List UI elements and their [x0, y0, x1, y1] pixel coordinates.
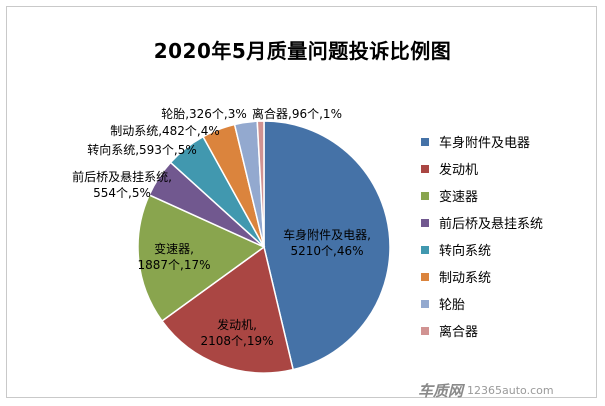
legend-swatch [421, 245, 429, 254]
data-label-4: 前后桥及悬挂系统, 554个,5% [72, 169, 172, 200]
legend-swatch [421, 191, 429, 200]
watermark: 车质网 12365auto.com [418, 380, 554, 401]
legend-item-1: 车身附件及电器 [421, 128, 543, 155]
legend-item-5: 转向系统 [421, 236, 543, 263]
data-label-5: 转向系统,593个,5% [87, 142, 197, 157]
data-label-2: 发动机, 2108个,19% [200, 317, 273, 348]
watermark-brand: 车质网 [418, 382, 464, 400]
data-label-8: 离合器,96个,1% [252, 106, 342, 121]
data-label-7: 轮胎,326个,3% [161, 107, 247, 121]
legend-label: 前后桥及悬挂系统 [439, 217, 544, 232]
legend-label: 轮胎 [439, 298, 466, 313]
pie-slice-3 [137, 193, 266, 323]
legend-swatch [421, 137, 429, 146]
legend: 车身附件及电器 发动机变速器前后桥及悬挂系统 转向系统制动系统轮胎离合器 [421, 128, 543, 344]
chart-title: 2020年5月质量问题投诉比例图 [153, 39, 452, 63]
watermark-url: 12365auto.com [467, 384, 554, 397]
legend-item-6: 制动系统 [421, 263, 543, 290]
legend-label: 制动系统 [439, 271, 492, 286]
data-label-1: 车身附件及电器, 5210个,46% [283, 227, 371, 258]
legend-item-2: 发动机 [421, 155, 543, 182]
pie-chart: 车身附件及电器, 5210个,46% 发动机, 2108个,19% 变速器, 1887个,… [72, 106, 391, 374]
legend-label: 发动机 [439, 163, 479, 178]
data-label-6: 制动系统,482个,4% [110, 124, 220, 138]
pie-slice-1 [263, 120, 391, 371]
legend-item-8: 离合器 [421, 317, 543, 344]
chart-frame: 2020年5月质量问题投诉比例图 车身附件及电器, 5210个,46% 发动机, 21… [6, 6, 597, 401]
legend-swatch [421, 272, 429, 281]
legend-item-4: 前后桥及悬挂系统 [421, 209, 543, 236]
legend-swatch [421, 326, 429, 335]
pie-slice-2 [160, 245, 295, 374]
pie-slice-8 [256, 120, 265, 248]
legend-swatch [421, 164, 429, 173]
legend-label: 车身附件及电器 [439, 136, 531, 151]
legend-swatch [421, 218, 429, 227]
legend-swatch [421, 299, 429, 308]
legend-item-7: 轮胎 [421, 290, 543, 317]
legend-item-3: 变速器 [421, 182, 543, 209]
legend-label: 离合器 [439, 325, 479, 340]
legend-label: 变速器 [439, 190, 479, 205]
data-label-3: 变速器, 1887个,17% [137, 241, 210, 272]
legend-label: 转向系统 [439, 244, 492, 259]
